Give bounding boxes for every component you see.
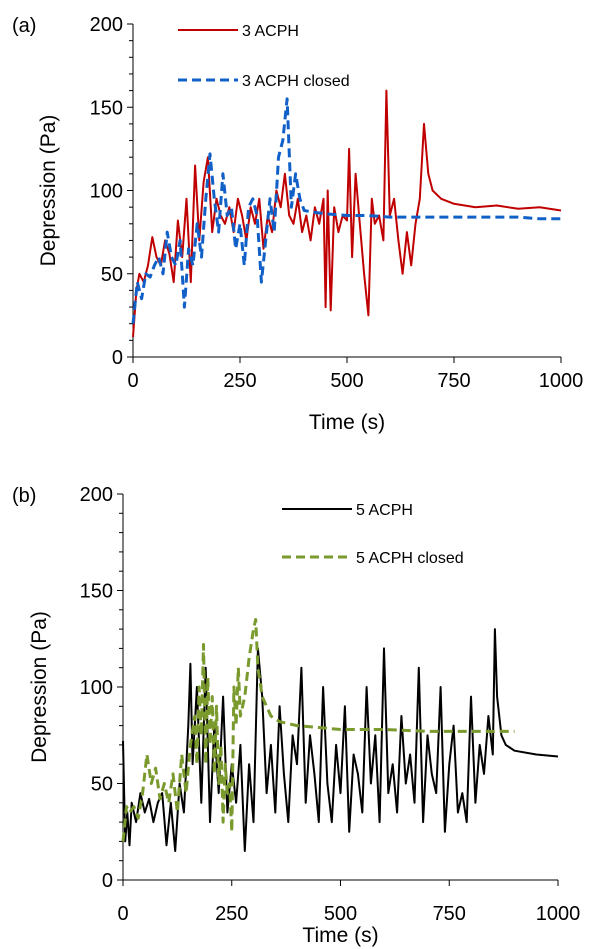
panel-label: (b) (12, 485, 36, 507)
chart-panel-2: 0 50 100 150 200 0 250 500 750 1000 Time (s) Depres… (12, 484, 580, 947)
y-tick-label: 50 (91, 774, 113, 796)
legend-label-2: 3 ACPH closed (242, 73, 350, 90)
x-tick-label: 750 (437, 370, 470, 392)
y-tick-label: 0 (102, 870, 113, 892)
x-tick-label: 250 (223, 370, 256, 392)
x-axis-label: Time (s) (309, 411, 385, 434)
series-line-1 (132, 89, 562, 338)
legend-label-2: 5 ACPH closed (356, 550, 464, 567)
legend-label-1: 3 ACPH (242, 23, 299, 40)
series-line-2 (131, 97, 561, 324)
y-axis-label: Depression (Pa) (28, 611, 51, 763)
x-tick-label: 750 (433, 903, 466, 925)
series-line-2 (121, 618, 515, 842)
y-tick-label: 150 (90, 97, 123, 119)
y-tick-label: 0 (112, 347, 123, 369)
y-tick-label: 50 (101, 264, 123, 286)
y-axis-label: Depression (Pa) (37, 115, 60, 267)
y-tick-label: 150 (80, 581, 113, 603)
x-tick-label: 1000 (539, 370, 584, 392)
y-tick-label: 100 (90, 181, 123, 203)
x-tick-label: 0 (117, 903, 128, 925)
y-tick-label: 200 (80, 484, 113, 506)
panel-label: (a) (12, 15, 36, 37)
x-tick-label: 500 (324, 903, 357, 925)
y-tick-label: 200 (90, 14, 123, 36)
x-tick-label: 0 (127, 370, 138, 392)
y-tick-label: 100 (80, 677, 113, 699)
x-axis-label: Time (s) (302, 924, 378, 947)
legend-label-1: 5 ACPH (356, 502, 413, 519)
x-tick-label: 250 (215, 903, 248, 925)
x-tick-label: 500 (330, 370, 363, 392)
series-line-1 (122, 628, 559, 852)
x-tick-label: 1000 (536, 903, 581, 925)
chart-panel-1: 0 50 100 150 200 0 250 500 750 1000 Time (s) Depres… (12, 14, 583, 434)
